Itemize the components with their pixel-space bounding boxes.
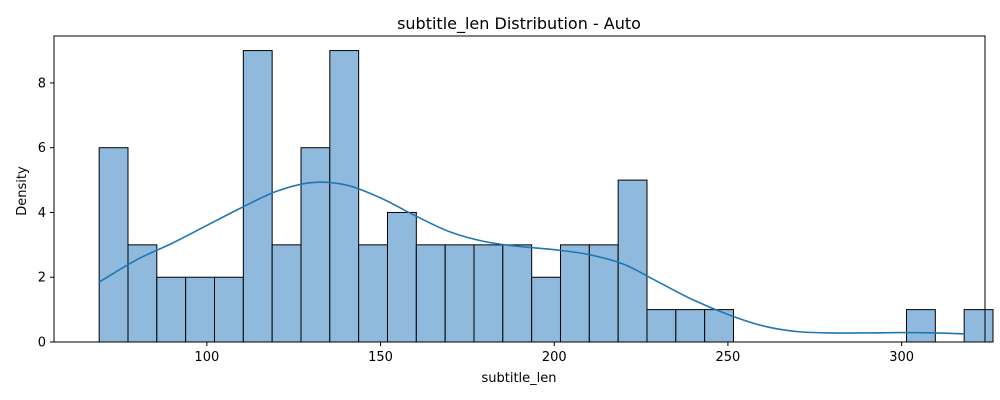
histogram-bar [588, 244, 619, 343]
histogram-bar [646, 309, 677, 343]
histogram-bar [156, 276, 187, 343]
x-axis-ticks: 100 150 200 250 300 [194, 342, 914, 365]
histogram-bar [963, 309, 994, 343]
histogram-bar [675, 309, 706, 343]
histogram-bar [386, 211, 417, 343]
histogram-bar [213, 276, 244, 343]
histogram-bar [502, 244, 533, 343]
x-tick-label: 250 [716, 350, 741, 365]
bars-group [98, 50, 994, 343]
x-tick-label: 150 [368, 350, 393, 365]
y-tick-label: 0 [38, 336, 46, 351]
chart-title: subtitle_len Distribution - Auto [397, 14, 641, 34]
y-tick-label: 2 [38, 271, 46, 286]
x-tick-label: 300 [889, 350, 914, 365]
histogram-bar [559, 244, 590, 343]
y-tick-label: 8 [38, 76, 46, 91]
histogram-bar [127, 244, 158, 343]
histogram-bar [271, 244, 302, 343]
histogram-bar [444, 244, 475, 343]
histogram-bar [98, 147, 129, 343]
histogram-bar [242, 50, 273, 343]
histogram-bar [617, 179, 648, 343]
histogram-bar [300, 147, 331, 343]
x-axis-label: subtitle_len [481, 371, 556, 386]
y-tick-label: 6 [38, 141, 46, 156]
x-tick-label: 200 [542, 350, 567, 365]
histogram-bar [358, 244, 388, 343]
histogram-bar [329, 50, 360, 343]
y-axis-ticks: 0 2 4 6 8 [38, 76, 54, 351]
y-tick-label: 4 [38, 206, 46, 221]
kde-curve [98, 181, 965, 335]
histogram-bar [531, 276, 561, 343]
y-axis-label: Density [15, 166, 30, 216]
plot-frame [53, 35, 986, 343]
histogram-bar [473, 244, 504, 343]
histogram-bar [185, 276, 215, 343]
x-tick-label: 100 [194, 350, 219, 365]
histogram-bar [905, 309, 936, 343]
histogram-bar [415, 244, 446, 343]
